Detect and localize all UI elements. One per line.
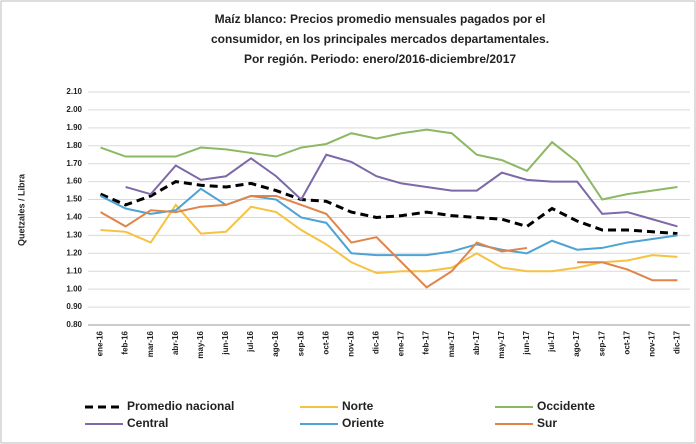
x-tick-label: ago-17: [572, 330, 581, 356]
y-axis-label: Quetzales / Libra: [16, 173, 26, 246]
x-tick-label: jun-17: [522, 330, 531, 355]
x-tick-label: jul-17: [547, 330, 556, 352]
x-tick-label: oct-17: [622, 330, 631, 354]
x-tick-label: jun-16: [221, 330, 230, 355]
x-tick-label: feb-17: [422, 330, 431, 354]
y-tick-label: 1.00: [66, 284, 82, 293]
series-line: [100, 194, 528, 289]
y-tick-label: 1.10: [66, 266, 82, 275]
legend-label: Central: [127, 416, 168, 430]
x-tick-label: jul-16: [246, 330, 255, 352]
x-tick-label: may-16: [196, 330, 205, 358]
series-line: [125, 153, 678, 228]
y-tick-label: 1.80: [66, 141, 82, 150]
y-tick-label: 1.70: [66, 159, 82, 168]
legend-label: Norte: [342, 399, 374, 413]
series-line: [100, 187, 678, 257]
series-line: [100, 128, 678, 201]
y-tick-label: 1.20: [66, 248, 82, 257]
x-tick-label: dic-17: [673, 330, 682, 354]
y-tick-label: 1.40: [66, 213, 82, 222]
series-line: [100, 203, 678, 275]
y-tick-label: 1.90: [66, 123, 82, 132]
chart-title: Maíz blanco: Precios promedio mensuales …: [215, 12, 546, 26]
x-tick-label: abr-16: [171, 330, 180, 355]
chart-title: consumidor, en los principales mercados …: [211, 32, 549, 46]
x-tick-label: mar-16: [146, 330, 155, 357]
x-tick-label: sep-16: [296, 330, 305, 356]
x-tick-label: feb-16: [121, 330, 130, 354]
x-tick-label: ago-16: [271, 330, 280, 356]
x-tick-label: nov-16: [346, 330, 355, 356]
x-tick-label: abr-17: [472, 330, 481, 355]
x-tick-label: ene-16: [96, 330, 105, 356]
chart-title: Por región. Periodo: enero/2016-diciembr…: [244, 52, 516, 66]
series-line: [577, 261, 678, 282]
legend-label: Oriente: [342, 416, 384, 430]
y-tick-label: 2.00: [66, 105, 82, 114]
x-tick-label: sep-17: [597, 330, 606, 356]
y-tick-label: 0.90: [66, 302, 82, 311]
y-tick-label: 1.50: [66, 195, 82, 204]
x-tick-label: ene-17: [397, 330, 406, 356]
y-tick-label: 1.30: [66, 230, 82, 239]
x-tick-label: oct-16: [321, 330, 330, 354]
legend-label: Occidente: [537, 399, 595, 413]
y-tick-label: 0.80: [66, 320, 82, 329]
legend-label: Promedio nacional: [127, 399, 234, 413]
x-tick-label: may-17: [497, 330, 506, 358]
series-line: [99, 180, 678, 236]
x-tick-label: mar-17: [447, 330, 456, 357]
x-tick-label: dic-16: [372, 330, 381, 354]
legend-label: Sur: [537, 416, 557, 430]
y-tick-label: 2.10: [66, 87, 82, 96]
y-tick-label: 1.60: [66, 177, 82, 186]
x-tick-label: nov-17: [647, 330, 656, 356]
